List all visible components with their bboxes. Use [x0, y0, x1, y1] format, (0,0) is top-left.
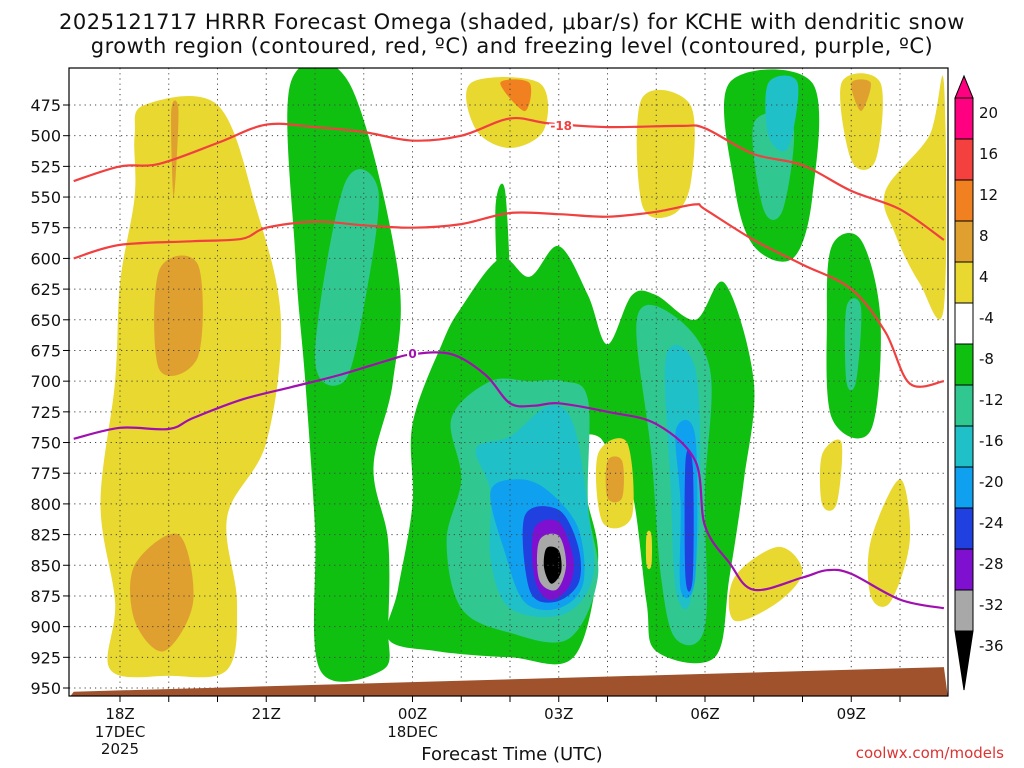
colorbar-label: 16 — [979, 145, 998, 163]
colorbar-swatch — [954, 97, 974, 140]
colorbar-label: 8 — [979, 227, 989, 245]
colorbar-top-arrow — [954, 74, 974, 99]
y-tick-label: 675 — [30, 341, 61, 360]
omega-region-orange-left-top — [171, 100, 179, 198]
omega-colorbar: 20 16 12 8 4 -4 -8 -12 -16 -20 -24 -28 -32 -36 — [954, 74, 1004, 691]
y-tick-label: 625 — [30, 280, 61, 299]
y-tick-label: 700 — [30, 372, 61, 391]
terrain-fill — [70, 667, 948, 696]
contour-label: -18 — [550, 119, 572, 133]
colorbar-label: 20 — [979, 104, 998, 122]
terrain-surface — [70, 667, 948, 696]
contour-line-0 — [73, 116, 945, 241]
x-axis-label: Forecast Time (UTC) — [421, 744, 603, 765]
chart-title-line2: growth region (contoured, red, ºC) and f… — [90, 34, 934, 58]
y-tick-label: 750 — [30, 434, 61, 453]
x-tick-label: 00Z — [398, 705, 427, 723]
colorbar-label: -16 — [979, 432, 1004, 450]
omega-region-cyan-right-top — [765, 75, 799, 152]
colorbar-label: -36 — [979, 637, 1004, 655]
y-tick-label: 475 — [30, 96, 61, 115]
omega-region-yellow-tiny-mid — [645, 530, 652, 570]
omega-region-yellow-mid-low — [728, 546, 803, 622]
colorbar-swatch — [954, 507, 974, 550]
plot-frame — [68, 67, 949, 697]
contour-line-1 — [73, 203, 945, 388]
omega-region-orange-top-mid — [500, 79, 532, 112]
colorbar-swatch — [954, 138, 974, 181]
omega-region-yellow-left — [100, 96, 282, 678]
colorbar-label: -4 — [979, 309, 994, 327]
credit-link[interactable]: coolwx.com/models — [855, 744, 1004, 762]
omega-region-teal-right-mid — [844, 298, 862, 391]
y-tick-label: 775 — [30, 464, 61, 483]
y-tick-label: 550 — [30, 188, 61, 207]
y-tick-label: 725 — [30, 403, 61, 422]
x-tick-sublabel: 18DEC — [387, 723, 438, 741]
x-tick-label: 18Z — [105, 705, 134, 723]
omega-region-yellow-right-low — [867, 479, 911, 607]
colorbar-swatch — [954, 425, 974, 468]
colorbar-swatch — [954, 343, 974, 386]
x-tick-sublabel: 17DEC — [95, 723, 146, 741]
omega-region-green-stub — [495, 183, 511, 329]
omega-region-orange-right-top — [851, 79, 872, 112]
chart-title-line1: 2025121717 HRRR Forecast Omega (shaded, … — [59, 10, 965, 34]
y-tick-label: 825 — [30, 526, 61, 545]
colorbar-label: -24 — [979, 514, 1004, 532]
colorbar-swatch — [954, 261, 974, 304]
y-tick-label: 525 — [30, 157, 61, 176]
x-tick-label: 21Z — [252, 705, 281, 723]
y-tick-label: 900 — [30, 618, 61, 637]
x-tick-label: 03Z — [544, 705, 573, 723]
x-tick-label: 06Z — [690, 705, 719, 723]
y-tick-label: 800 — [30, 495, 61, 514]
colorbar-label: -8 — [979, 350, 994, 368]
colorbar-label: -12 — [979, 391, 1004, 409]
colorbar-label: -20 — [979, 473, 1004, 491]
colorbar-swatch — [954, 220, 974, 263]
colorbar-swatch — [954, 548, 974, 591]
y-tick-label: 575 — [30, 219, 61, 238]
colorbar-swatch — [954, 466, 974, 509]
omega-region-orange-left-mid — [154, 255, 203, 376]
omega-region-dblue-right — [684, 449, 694, 592]
omega-shaded-regions — [100, 68, 947, 682]
colorbar-swatch — [954, 302, 974, 345]
y-tick-label: 500 — [30, 127, 61, 146]
omega-region-yellow-tiny-low — [819, 439, 843, 511]
colorbar-swatch — [954, 179, 974, 222]
colorbar-swatch — [954, 589, 974, 632]
contour-label: 0 — [408, 347, 416, 361]
omega-region-orange-left-low — [130, 533, 194, 652]
y-tick-label: 925 — [30, 648, 61, 667]
contour-line-2 — [73, 351, 945, 610]
colorbar-bottom-arrow — [954, 630, 974, 691]
x-tick-label: 09Z — [837, 705, 866, 723]
omega-region-yellow-right-top — [840, 73, 883, 170]
colorbar-label: -28 — [979, 555, 1004, 573]
omega-region-yellow-mid-top — [636, 89, 695, 219]
y-tick-label: 850 — [30, 556, 61, 575]
y-tick-label: 600 — [30, 249, 61, 268]
colorbar-swatch — [954, 384, 974, 427]
omega-region-yellow-right-edge — [883, 75, 947, 320]
y-tick-label: 875 — [30, 587, 61, 606]
colorbar-label: 12 — [979, 186, 998, 204]
temperature-contours: -18 0 — [73, 116, 945, 610]
colorbar-label: 4 — [979, 268, 989, 286]
y-tick-label: 650 — [30, 311, 61, 330]
y-tick-label: 950 — [30, 679, 61, 698]
omega-region-teal-col2 — [315, 169, 379, 386]
y-axis-pressure: 475 500 525 550 575 600 625 650 675 700 725 750 775 8… — [30, 96, 69, 698]
omega-region-orange-small-mid — [605, 456, 624, 503]
x-tick-sublabel: 2025 — [101, 740, 139, 758]
colorbar-label: -32 — [979, 596, 1004, 614]
